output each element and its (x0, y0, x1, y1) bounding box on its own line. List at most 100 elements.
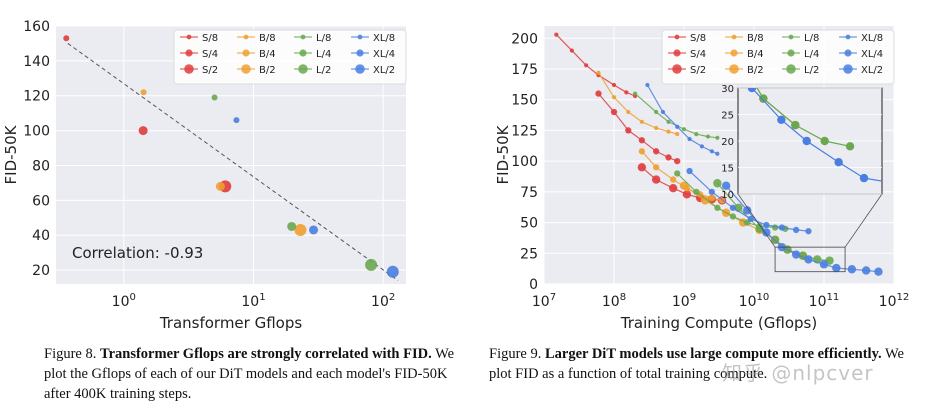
x-tick-label: 1010 (739, 292, 770, 310)
legend: S/8 B/8 L/8 XL/8 S/4 B/4 L/4 XL/4 S/2 B/2 L/2 XL/2 (173, 29, 407, 85)
legend-marker-S/8 (674, 34, 680, 40)
zoom-connector (844, 193, 883, 248)
legend-marker-XL/2 (355, 64, 365, 74)
inset-series-point-L/2 (845, 142, 855, 151)
legend-label-L/8: L/8 (316, 33, 331, 44)
y-tick-label: 125 (511, 123, 538, 139)
legend-marker-XL/8 (845, 34, 851, 40)
series-point-B/8 (639, 119, 644, 124)
x-tick-label: 109 (672, 292, 696, 310)
legend-label-S/2: S/2 (202, 65, 218, 76)
trend-line (67, 43, 399, 281)
y-tick-label: 160 (23, 19, 50, 35)
inset-series-point-XL/4 (749, 0, 755, 6)
series-point-B/4 (652, 164, 660, 171)
series-point-XL/2 (819, 260, 829, 269)
data-point-S/4 (138, 126, 148, 136)
series-point-XL/4 (708, 188, 716, 196)
series-point-L/8 (715, 135, 720, 140)
y-tick-label: 75 (520, 185, 538, 201)
series-point-XL/2 (847, 265, 857, 274)
data-point-XL/8 (233, 117, 240, 124)
series-point-XL/8 (645, 82, 650, 88)
y-tick-label: 80 (32, 158, 50, 174)
inset-series-point-XL/4 (778, 11, 784, 17)
series-point-S/2 (682, 190, 692, 199)
legend-label-XL/4: XL/4 (861, 49, 883, 60)
legend-marker-B/8 (731, 34, 737, 40)
zoom-connector (737, 193, 776, 248)
legend-label-B/2: B/2 (259, 65, 276, 76)
legend-marker-S/4 (673, 49, 681, 57)
series-point-L/4 (714, 204, 721, 211)
legend-label-L/2: L/2 (804, 65, 819, 76)
legend-label-B/4: B/4 (259, 49, 276, 60)
data-point-L/2 (365, 258, 378, 271)
data-point-L/4 (287, 221, 297, 231)
series-point-L/2 (713, 179, 722, 188)
legend-marker-S/2 (672, 64, 682, 74)
legend-marker-XL/8 (357, 34, 363, 40)
inset-series-point-XL/2 (802, 136, 811, 146)
data-point-B/2 (294, 223, 307, 236)
legend-box (173, 29, 407, 85)
legend-marker-S/2 (184, 64, 194, 74)
y-axis-label: FID-50K (494, 124, 512, 184)
figure-9-chart: 0 25 50 75 100 125 150 175 200 107 108 109 1010 1011 1… (494, 0, 929, 332)
series-point-XL/8 (715, 151, 720, 156)
x-tick-label: 102 (371, 292, 395, 310)
inset-series-point-L/4 (756, 5, 762, 11)
inset-series-point-XL/2 (834, 158, 843, 167)
inset-y-tick-label: 10 (721, 190, 734, 201)
inset-y-tick-label: 20 (721, 137, 734, 148)
y-tick-label: 150 (511, 93, 538, 109)
series-point-XL/4 (747, 215, 754, 223)
series-point-L/8 (681, 127, 687, 132)
inset-series-line-XL/4 (562, 0, 807, 19)
y-tick-label: 140 (23, 54, 50, 70)
inset-series-point-XL/2 (921, 185, 929, 193)
legend-marker-L/4 (299, 49, 307, 57)
series-point-B/8 (626, 109, 631, 115)
data-point-XL/4 (309, 225, 319, 235)
series-point-S/2 (651, 175, 661, 184)
series-point-XL/2 (861, 266, 871, 275)
series-point-XL/8 (675, 124, 680, 129)
series-point-L/8 (705, 134, 711, 139)
legend-marker-L/8 (300, 34, 306, 40)
y-tick-label: 120 (23, 89, 50, 105)
legend-label-S/8: S/8 (690, 33, 706, 44)
legend-marker-B/8 (243, 34, 249, 40)
series-point-S/8 (554, 32, 559, 37)
series-point-XL/8 (699, 144, 704, 149)
figure-8-caption-number: Figure 8. (44, 346, 97, 362)
watermark-text: 知乎 @nlpcver (722, 361, 874, 385)
series-point-L/4 (693, 188, 700, 196)
legend-label-L/2: L/2 (316, 65, 331, 76)
legend-marker-L/4 (787, 49, 795, 57)
y-tick-label: 20 (32, 263, 50, 279)
series-point-L/8 (666, 119, 671, 124)
series-point-XL/8 (687, 136, 692, 142)
zoom-region (774, 246, 846, 273)
legend-label-S/2: S/2 (690, 65, 706, 76)
series-point-L/8 (694, 132, 699, 137)
inset-series-point-L/2 (820, 136, 829, 146)
legend-label-B/2: B/2 (747, 65, 764, 76)
series-point-L/4 (729, 213, 737, 220)
y-axis-label: FID-50K (2, 124, 20, 184)
figure-9-caption-bold: Larger DiT models use large compute more… (544, 346, 882, 362)
series-point-XL/4 (686, 167, 693, 175)
legend-marker-L/2 (786, 64, 796, 74)
y-tick-label: 100 (23, 124, 50, 140)
y-tick-label: 200 (511, 31, 538, 47)
inset-series-line-L/4 (537, 0, 759, 9)
legend-marker-B/4 (730, 49, 738, 57)
inset-series-point-B/2 (702, 10, 710, 18)
legend-label-B/8: B/8 (747, 33, 764, 44)
series-point-XL/2 (721, 181, 731, 190)
legend-marker-B/4 (242, 49, 250, 57)
x-tick-label: 100 (112, 292, 136, 310)
series-point-S/8 (569, 48, 574, 53)
series-point-B/4 (708, 194, 716, 202)
